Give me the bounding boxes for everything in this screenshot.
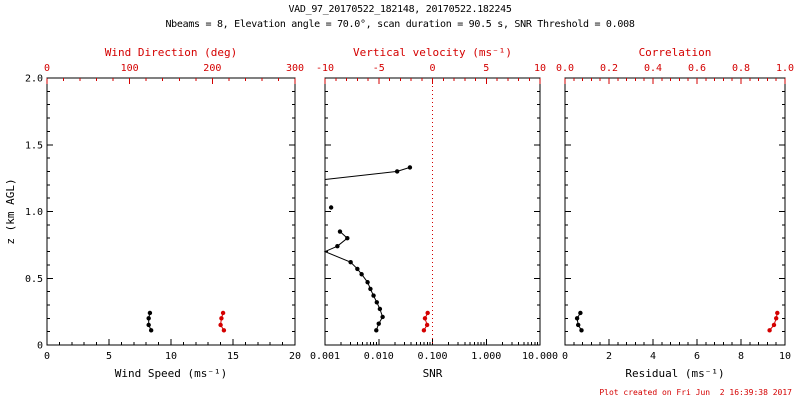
x-tick-label: 0.100 bbox=[417, 351, 447, 362]
y-tick-label: 1.0 bbox=[25, 207, 43, 218]
top-tick-label: -10 bbox=[316, 63, 334, 74]
top-tick-label: 0 bbox=[429, 63, 435, 74]
y-tick-label: 0.5 bbox=[25, 274, 43, 285]
top-tick-label: 1.0 bbox=[776, 63, 794, 74]
top-tick-label: 200 bbox=[203, 63, 221, 74]
plot-subtitle: Nbeams = 8, Elevation angle = 70.0°, sca… bbox=[165, 19, 635, 30]
vertical-velocity-point bbox=[421, 328, 427, 333]
residual-point bbox=[579, 328, 584, 333]
top-tick-label: 0 bbox=[44, 63, 50, 74]
wind-direction-point bbox=[221, 328, 227, 333]
x-tick-label: 10 bbox=[165, 351, 177, 362]
correlation-point bbox=[767, 328, 772, 333]
top-tick-label: 0.6 bbox=[688, 63, 706, 74]
correlation-point bbox=[775, 310, 780, 316]
x-tick-label: 0.010 bbox=[364, 351, 394, 362]
y-tick-label: 1.5 bbox=[25, 140, 43, 151]
x-tick-label: 0.001 bbox=[310, 351, 340, 362]
residual-point bbox=[576, 322, 581, 328]
wind-speed-point bbox=[146, 316, 151, 321]
correlation-point bbox=[774, 316, 779, 321]
x-tick-label: 6 bbox=[694, 351, 700, 362]
vertical-velocity-point bbox=[424, 322, 430, 328]
x-tick-label: 5 bbox=[106, 351, 112, 362]
plot-title: VAD_97_20170522_182148, 20170522.182245 bbox=[288, 4, 512, 15]
wind-speed-point bbox=[146, 322, 151, 328]
snr-profile-point bbox=[407, 165, 413, 170]
top-tick-label: 0.2 bbox=[600, 63, 618, 74]
x-tick-label: 15 bbox=[227, 351, 239, 362]
residual-point bbox=[574, 316, 580, 321]
snr-profile-point bbox=[359, 272, 364, 277]
x-tick-label: 0 bbox=[44, 351, 50, 362]
top-tick-label: 100 bbox=[121, 63, 139, 74]
wind-direction-line bbox=[220, 312, 225, 331]
snr-profile-point bbox=[337, 229, 343, 234]
vertical-velocity-point bbox=[425, 310, 430, 316]
y-tick-label: 0 bbox=[37, 341, 43, 352]
snr-profile-point bbox=[368, 286, 373, 292]
top-axis-title: Vertical velocity (ms⁻¹) bbox=[353, 46, 512, 59]
x-tick-label: 20 bbox=[289, 351, 301, 362]
top-tick-label: 0.0 bbox=[556, 63, 574, 74]
snr-profile-point bbox=[365, 280, 370, 285]
residual-panel-border bbox=[564, 77, 786, 346]
top-tick-label: -5 bbox=[373, 63, 385, 74]
snr-profile-point bbox=[335, 244, 340, 249]
top-axis-title: Wind Direction (deg) bbox=[105, 46, 237, 59]
snr-profile-point bbox=[374, 300, 380, 305]
snr-profile-line bbox=[323, 231, 384, 331]
snr-profile-point bbox=[376, 321, 381, 326]
x-tick-label: 2 bbox=[606, 351, 612, 362]
top-tick-label: 0.4 bbox=[644, 63, 662, 74]
vertical-velocity-line bbox=[423, 312, 429, 331]
top-tick-label: 0.8 bbox=[732, 63, 750, 74]
residual-line bbox=[576, 312, 582, 331]
residual-point bbox=[578, 310, 583, 316]
x-axis-title: Wind Speed (ms⁻¹) bbox=[115, 367, 228, 380]
x-tick-label: 10 bbox=[779, 351, 791, 362]
wind-panel-border bbox=[46, 77, 296, 346]
snr-profile-point bbox=[345, 236, 350, 241]
plot-created-timestamp: Plot created on Fri Jun 2 16:39:38 2017 bbox=[599, 388, 792, 397]
wind-direction-point bbox=[218, 322, 223, 328]
x-tick-label: 8 bbox=[738, 351, 744, 362]
wind-speed-point bbox=[148, 328, 154, 333]
top-tick-label: 10 bbox=[534, 63, 546, 74]
y-axis-title: z (km AGL) bbox=[4, 178, 17, 244]
snr-profile-point bbox=[380, 314, 385, 320]
x-tick-label: 1.000 bbox=[471, 351, 501, 362]
wind-speed-line bbox=[148, 312, 152, 331]
x-tick-label: 4 bbox=[650, 351, 656, 362]
snr-profile-point bbox=[394, 169, 400, 174]
correlation-line bbox=[769, 312, 778, 331]
x-axis-title: Residual (ms⁻¹) bbox=[625, 367, 724, 380]
wind-direction-point bbox=[220, 310, 226, 316]
wind-direction-point bbox=[219, 316, 224, 321]
top-axis-title: Correlation bbox=[639, 46, 712, 59]
snr-profile-point bbox=[328, 205, 334, 210]
top-tick-label: 300 bbox=[286, 63, 304, 74]
snr-profile-point bbox=[374, 328, 379, 333]
snr-profile-point bbox=[377, 306, 383, 312]
snr-profile-point bbox=[348, 260, 353, 265]
snr-profile-point bbox=[355, 266, 360, 272]
top-tick-label: 5 bbox=[483, 63, 489, 74]
snr-profile-point bbox=[371, 293, 376, 298]
x-axis-title: SNR bbox=[423, 367, 443, 380]
y-tick-label: 2.0 bbox=[25, 74, 43, 85]
wind-speed-point bbox=[147, 310, 153, 316]
vertical-velocity-point bbox=[422, 316, 428, 321]
x-tick-label: 10.000 bbox=[522, 351, 558, 362]
correlation-point bbox=[771, 322, 777, 328]
x-tick-label: 0 bbox=[562, 351, 568, 362]
